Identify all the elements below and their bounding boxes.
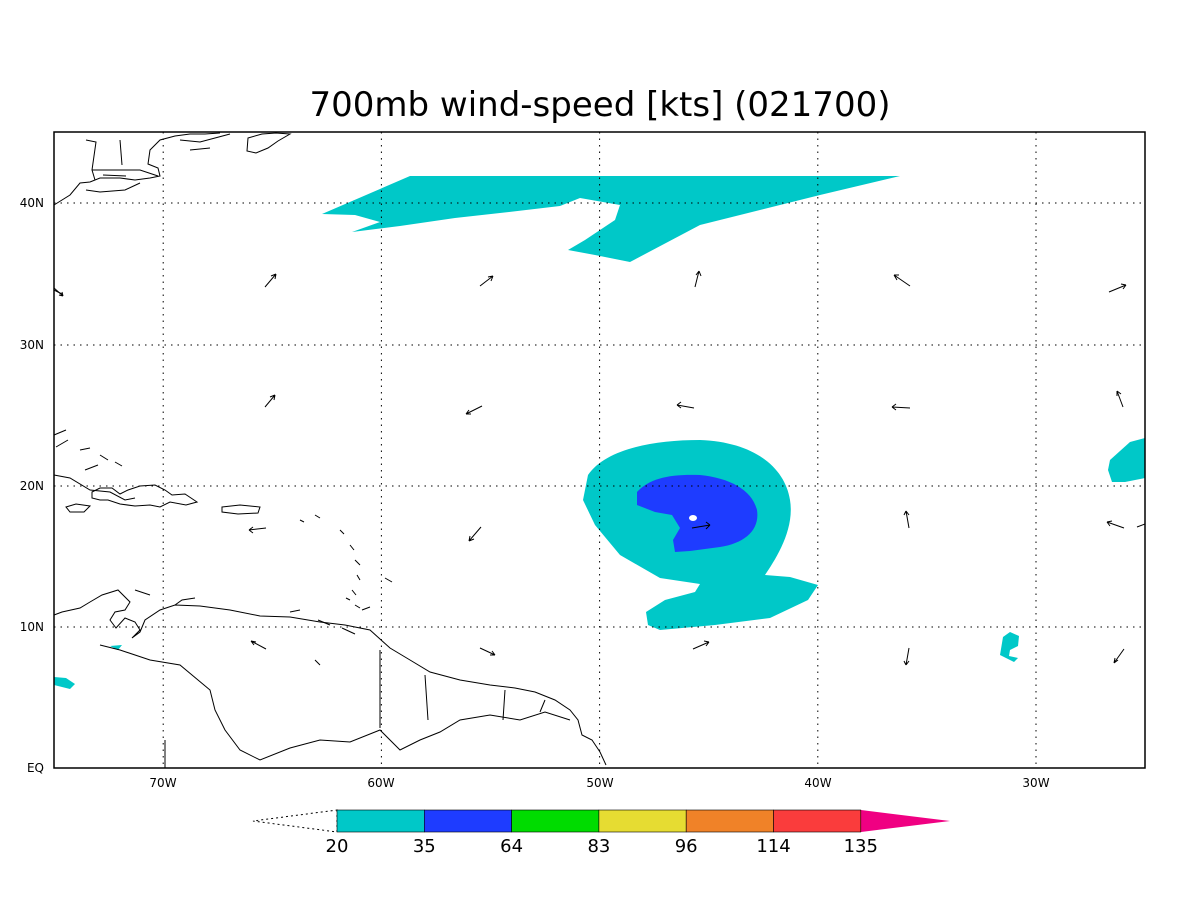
- colorbar-box: [336, 809, 425, 833]
- wind-vector: [264, 273, 277, 288]
- coast-bahamas: [79, 447, 123, 471]
- wind-vector: [1108, 283, 1127, 293]
- lat-label-30n: 30N: [20, 338, 44, 352]
- coast-jamaica: [65, 503, 92, 513]
- lat-label-40n: 40N: [20, 196, 44, 210]
- wind-vector: [903, 510, 910, 529]
- colorbar-tick-label: 114: [756, 836, 790, 857]
- lat-label-20n: 20N: [20, 479, 44, 493]
- colorbar-tick-label: 64: [500, 836, 523, 857]
- lon-label-60w: 60W: [367, 776, 394, 790]
- coast-hispaniola: [91, 484, 199, 508]
- lon-axis: 70W 60W 50W 40W 30W: [149, 776, 1049, 790]
- cyclone-inner-contour: [637, 474, 758, 552]
- coast-south-america: [53, 589, 607, 766]
- coast-cuba: [53, 474, 136, 501]
- coast-south-america-interior: [99, 644, 571, 768]
- wind-vector: [676, 401, 695, 409]
- coast-trinidad-venezuela: [134, 589, 356, 666]
- lon-label-30w: 30W: [1022, 776, 1049, 790]
- wind-vector: [1113, 648, 1125, 664]
- wind-vector: [248, 526, 267, 534]
- colorbar-tick-label: 35: [413, 836, 436, 857]
- wind-vector: [465, 405, 483, 415]
- coast-nova-scotia: [179, 133, 231, 151]
- lat-label-10n: 10N: [20, 620, 44, 634]
- coastlines: [53, 132, 607, 768]
- wind-vector: [893, 274, 911, 287]
- map-frame: [53, 131, 1146, 769]
- colorbar-tick-label: 96: [675, 836, 698, 857]
- wind-vector: [250, 640, 267, 650]
- wind-vector: [691, 521, 711, 530]
- wind-vector: [1106, 520, 1125, 529]
- wind-vector: [479, 275, 494, 287]
- colorbar-under-extension: [252, 809, 338, 833]
- colorbar-box: [598, 809, 687, 833]
- coast-north-america: [53, 132, 221, 206]
- cyclone-eye: [689, 515, 697, 521]
- east-contour-20n: [1108, 438, 1145, 482]
- lon-label-40w: 40W: [804, 776, 831, 790]
- wind-vector: [1136, 523, 1146, 528]
- wind-vector: [891, 403, 911, 411]
- wind-shading: [54, 176, 1145, 689]
- coast-puerto-rico: [221, 504, 261, 515]
- lat-axis: EQ 10N 20N 30N 40N: [20, 196, 44, 775]
- west-edge-contour: [54, 677, 75, 689]
- coast-lesser-antilles: [299, 514, 393, 611]
- wind-vector: [264, 394, 276, 408]
- colorbar-over-extension: [861, 810, 950, 832]
- wind-vector: [692, 640, 710, 650]
- colorbar: 20 35 64 83 96 114 135: [252, 809, 950, 857]
- jet-streak-contour: [322, 176, 900, 262]
- map-title: 700mb wind-speed [kts] (021700): [310, 85, 891, 125]
- lat-label-eq: EQ: [27, 761, 44, 775]
- colorbar-tick-label: 135: [844, 836, 878, 857]
- small-contour-10n: [1000, 632, 1019, 662]
- wind-vector: [479, 647, 496, 656]
- wind-vector: [53, 287, 64, 297]
- coast-new-england-islands: [246, 132, 292, 154]
- lon-label-70w: 70W: [149, 776, 176, 790]
- coast-us-states: [85, 139, 159, 193]
- small-contour-caribbean: [110, 645, 122, 650]
- wind-vector: [903, 647, 910, 666]
- colorbar-box: [773, 809, 862, 833]
- wind-vector: [694, 270, 702, 288]
- wind-vector: [468, 526, 482, 542]
- colorbar-tick-label: 83: [587, 836, 610, 857]
- colorbar-box: [423, 809, 512, 833]
- colorbar-tick-label: 20: [326, 836, 349, 857]
- colorbar-box: [685, 809, 774, 833]
- lon-label-50w: 50W: [586, 776, 613, 790]
- colorbar-box: [511, 809, 600, 833]
- wind-vectors: [53, 270, 1146, 666]
- wind-vector: [1116, 390, 1124, 408]
- map-panel: [53, 131, 1146, 769]
